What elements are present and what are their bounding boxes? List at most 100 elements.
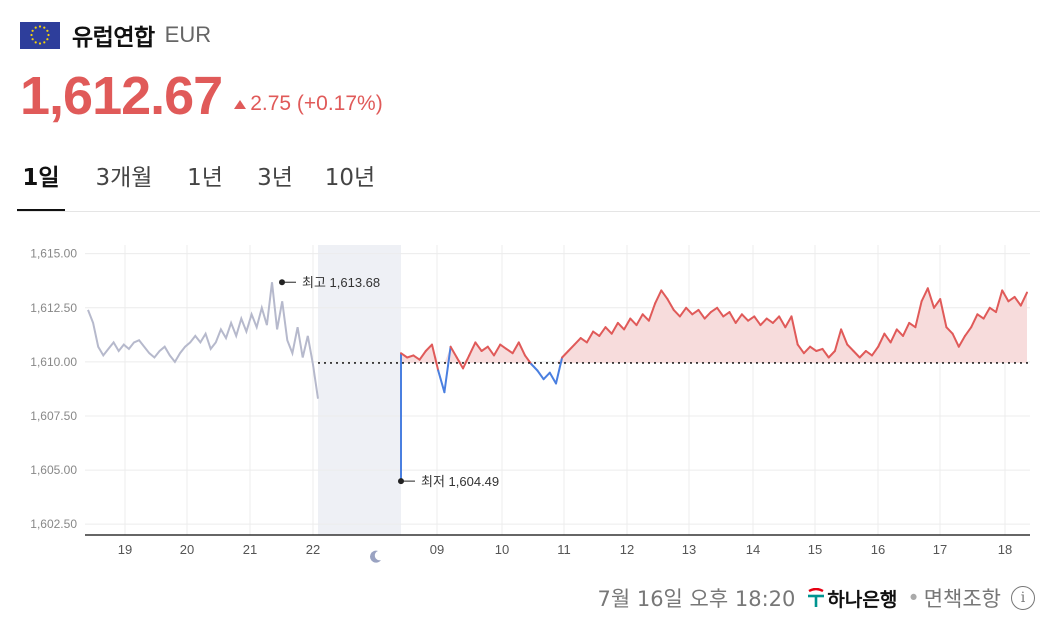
today-line-segment-down (548, 371, 557, 385)
today-line-segment-up (951, 332, 960, 348)
y-tick-label: 1,610.00 (30, 355, 77, 369)
today-line-segment-up (462, 354, 471, 370)
today-line-segment-up (864, 350, 873, 357)
today-line-segment-up (722, 311, 731, 318)
today-line-segment-up (802, 345, 812, 355)
today-line-segment-up (474, 341, 483, 352)
today-line-segment-up (821, 347, 830, 359)
today-line-segment-up (889, 328, 898, 344)
today-line-segment-up (920, 287, 929, 303)
today-line-segment-up (809, 345, 818, 352)
x-tick-label: 10 (495, 542, 509, 557)
today-line-segment-up (790, 315, 799, 346)
x-tick-label: 19 (118, 542, 132, 557)
today-line-segment-up (412, 354, 421, 361)
today-line-segment-down (437, 369, 446, 394)
high-label: 최고 1,613.68 (302, 275, 380, 290)
today-line-segment-up (449, 345, 458, 359)
x-tick-label: 15 (808, 542, 822, 557)
today-line-segment-up (883, 332, 892, 344)
today-line-segment-up (778, 315, 787, 329)
y-tick-label: 1,607.50 (30, 409, 77, 423)
currency-header: 유럽연합 EUR (20, 18, 211, 52)
today-line-segment-up (517, 341, 526, 357)
today-line-segment-up (592, 330, 601, 337)
today-line-segment-up (939, 298, 948, 329)
tab-1-day[interactable]: 1일 (17, 150, 65, 211)
current-price: 1,612.67 (20, 66, 223, 126)
today-line-segment-up (598, 326, 607, 337)
today-line-segment-up (511, 341, 520, 355)
today-line-segment-up (616, 321, 626, 331)
today-line-segment-up (660, 289, 669, 301)
today-line-segment-up (499, 343, 508, 350)
x-tick-label: 17 (933, 542, 947, 557)
y-tick-label: 1,605.00 (30, 463, 77, 477)
today-line-segment-up (728, 311, 737, 324)
today-line-segment-up (672, 308, 681, 318)
today-line-segment-up (815, 347, 824, 352)
today-line-segment-up (1007, 295, 1016, 303)
x-tick-label: 13 (682, 542, 696, 557)
today-line-segment-up (468, 341, 477, 357)
today-line-segment-up (908, 321, 917, 329)
bank-name: 하나은행 (827, 588, 898, 611)
chart-footer: 7월 16일 오후 18:20 하나은행 • 면책조항 i (597, 583, 1035, 613)
today-line-segment-up (697, 308, 706, 320)
x-tick-label: 14 (746, 542, 760, 557)
today-line-segment-down (536, 369, 545, 381)
price-change: 2.75 (+0.17%) (234, 92, 383, 116)
today-line-segment-up (976, 313, 985, 320)
today-line-segment-up (747, 315, 756, 322)
today-line-segment-up (666, 298, 675, 311)
today-line-segment-up (852, 350, 861, 359)
today-line-segment-up (914, 300, 923, 329)
today-line-segment-up (629, 317, 638, 327)
x-axis-labels: 19 20 21 22 09 10 11 12 13 14 15 16 17 18 (118, 542, 1012, 563)
today-line-segment-up (604, 326, 613, 335)
tab-10-years[interactable]: 10년 (324, 165, 376, 191)
price-row: 1,612.67 2.75 (+0.17%) (20, 66, 383, 126)
previous-session-line (87, 282, 319, 399)
above-baseline-area (401, 288, 1027, 363)
eu-flag-icon (20, 21, 60, 49)
low-label: 최저 1,604.49 (421, 474, 499, 489)
today-line-segment-up (765, 317, 774, 324)
today-line-segment-up (902, 321, 911, 337)
today-line-segment-up (579, 337, 588, 344)
exchange-rate-chart[interactable]: 1,615.00 1,612.50 1,610.00 1,607.50 1,605.00… (0, 225, 1055, 565)
today-line-segment-up (406, 354, 415, 359)
today-line-segment-up (678, 306, 688, 318)
today-line-segment-up (895, 328, 904, 337)
x-tick-label: 11 (557, 542, 571, 557)
today-line-segment-up (567, 343, 576, 352)
x-tick-label: 12 (620, 542, 634, 557)
tab-1-year[interactable]: 1년 (187, 165, 223, 191)
today-line-segment-up (995, 289, 1004, 314)
x-tick-label: 21 (243, 542, 257, 557)
x-tick-label: 20 (180, 542, 194, 557)
tab-3-years[interactable]: 3년 (257, 165, 293, 191)
today-line-segment-up (982, 306, 991, 320)
today-line-segment-up (703, 311, 712, 320)
y-tick-label: 1,602.50 (30, 517, 77, 531)
info-icon[interactable]: i (1011, 586, 1035, 610)
today-line-segment-up (716, 306, 725, 318)
up-triangle-icon (234, 99, 247, 109)
disclaimer-link[interactable]: 면책조항 (923, 587, 1001, 611)
today-line (400, 287, 1028, 394)
high-annotation: 최고 1,613.68 (279, 275, 380, 290)
today-line-segment-up (418, 350, 427, 361)
today-line-segment-up (691, 308, 700, 316)
today-line-segment-up (877, 332, 886, 348)
x-tick-label: 22 (306, 542, 320, 557)
today-line-segment-up (1001, 289, 1010, 303)
today-line-segment-up (431, 343, 440, 372)
x-tick-label: 09 (430, 542, 444, 557)
today-line-segment-up (796, 343, 805, 355)
tab-3-months[interactable]: 3개월 (95, 165, 153, 191)
today-line-segment-up (635, 313, 644, 327)
moon-icon (370, 550, 381, 563)
today-line-segment-up (771, 315, 781, 324)
today-line-segment-up (647, 302, 657, 322)
